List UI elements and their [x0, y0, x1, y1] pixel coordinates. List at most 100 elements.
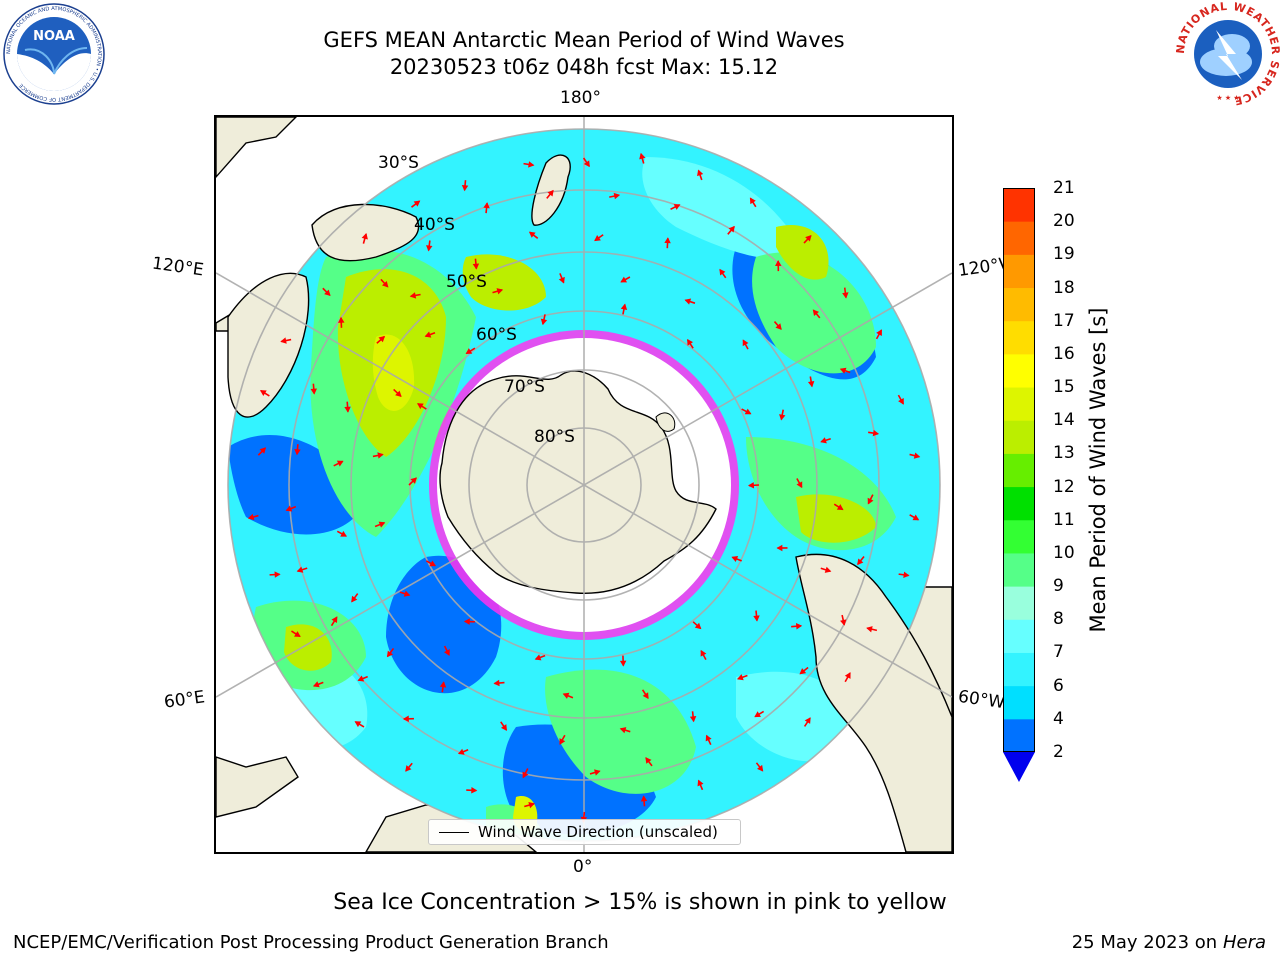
- wave-direction-arrowhead: [640, 795, 648, 802]
- wave-direction-arrowhead: [842, 292, 849, 299]
- lat-label-70s: 70°S: [504, 377, 545, 397]
- wave-direction-arrowhead: [812, 309, 820, 316]
- wave-direction-arrowhead: [775, 323, 782, 330]
- colorbar-tick-label: 6: [1053, 675, 1064, 696]
- wave-direction-arrowhead: [744, 408, 752, 415]
- colorbar-segment: [1003, 486, 1035, 521]
- colorbar-segment: [1003, 652, 1035, 687]
- wave-direction-arrowhead: [562, 692, 570, 699]
- colorbar-tick-label: 21: [1053, 178, 1075, 198]
- colorbar-title: Mean Period of Wind Waves [s]: [1086, 307, 1110, 633]
- wave-direction-arrowhead: [642, 692, 649, 700]
- colorbar-segment: [1003, 619, 1035, 653]
- colorbar-tick-label: 17: [1053, 310, 1075, 331]
- colorbar-tick-label: 13: [1053, 443, 1075, 464]
- wave-direction-arrowhead: [844, 672, 851, 679]
- wave-direction-arrowhead: [403, 590, 411, 597]
- wave-direction-arrowhead: [747, 482, 755, 489]
- colorbar-segment: [1003, 254, 1035, 289]
- wave-direction-arrowhead: [776, 544, 783, 552]
- colorbar-segment: [1003, 420, 1035, 454]
- lat-label-60s: 60°S: [476, 325, 517, 345]
- wave-direction-arrowhead: [795, 623, 803, 630]
- wave-direction-arrowhead: [274, 571, 281, 578]
- wave-direction-arrowhead: [866, 626, 873, 633]
- wave-direction-arrowhead: [336, 460, 344, 467]
- wave-direction-arrowhead: [583, 160, 590, 168]
- wave-direction-arrowhead: [465, 348, 473, 355]
- wave-direction-arrowhead: [259, 447, 267, 454]
- wave-direction-arrowhead: [805, 235, 812, 242]
- wave-direction-arrowhead: [416, 403, 424, 410]
- footer-credit: NCEP/EMC/Verification Post Processing Pr…: [13, 932, 609, 953]
- wave-direction-arrowhead: [354, 721, 362, 728]
- wave-direction-arrowhead: [500, 724, 508, 731]
- wave-direction-arrowhead: [463, 618, 470, 625]
- nws-logo: NATIONAL WEATHER SERVICE ★ ★ ★: [1176, 2, 1280, 106]
- colorbar-segment: [1003, 519, 1035, 554]
- wave-direction-arrowhead: [426, 245, 433, 252]
- wave-direction-arrowhead: [705, 734, 712, 742]
- wave-direction-arrowhead: [694, 622, 702, 630]
- wave-direction-arrowhead: [840, 619, 847, 626]
- wave-direction-arrowhead: [754, 711, 761, 718]
- wave-direction-arrowhead: [796, 481, 803, 489]
- sea-ice-note: Sea Ice Concentration > 15% is shown in …: [333, 890, 947, 915]
- colorbar-tick-label: 8: [1053, 609, 1064, 630]
- wave-direction-arrowhead: [613, 192, 621, 200]
- wave-direction-arrowhead: [429, 560, 437, 567]
- wave-direction-arrowhead: [280, 337, 287, 344]
- wave-direction-arrowhead: [839, 367, 847, 374]
- wave-direction-arrowhead: [310, 388, 318, 395]
- noaa-logo: NATIONAL OCEANIC AND ATMOSPHERIC ADMINIS…: [3, 3, 105, 105]
- wave-direction-arrowhead: [912, 514, 920, 521]
- colorbar-segment: [1003, 387, 1035, 421]
- lon-label-0: 0°: [573, 857, 593, 877]
- wave-direction-arrowhead: [558, 276, 565, 284]
- wave-direction-arrowhead: [913, 452, 921, 459]
- lon-label-120e: 120°E: [150, 253, 205, 281]
- wave-direction-arrowhead: [559, 738, 566, 745]
- colorbar-tick-label: 14: [1053, 410, 1075, 431]
- wave-direction-arrowhead: [547, 189, 554, 197]
- wave-direction-arrowhead: [493, 679, 500, 687]
- wave-direction-arrowhead: [620, 276, 628, 283]
- wave-direction-arrowhead: [757, 764, 764, 772]
- legend-line-swatch: [439, 832, 469, 833]
- wave-direction-arrowhead: [285, 505, 293, 512]
- lon-label-180: 180°: [560, 88, 601, 108]
- wave-direction-arrowhead: [639, 152, 646, 160]
- wave-direction-arrowhead: [540, 318, 548, 326]
- wave-direction-arrowhead: [472, 263, 480, 270]
- lon-label-60w: 60°W: [956, 686, 1007, 714]
- wave-direction-arrowhead: [402, 715, 409, 723]
- wave-direction-arrowhead: [619, 660, 627, 667]
- wave-direction-arrowhead: [247, 513, 255, 521]
- legend-label: Wind Wave Direction (unscaled): [478, 823, 718, 841]
- wave-direction-arrowhead: [296, 566, 304, 573]
- wave-direction-arrowhead: [719, 268, 726, 276]
- colorbar-tick-label: 2: [1053, 742, 1064, 762]
- wave-direction-arrowhead: [807, 380, 815, 388]
- colorbar-segment: [1003, 320, 1035, 355]
- colorbar-segment: [1003, 453, 1035, 488]
- footer-machine: Hera: [1222, 932, 1266, 953]
- footer-date: 25 May 2023 on Hera: [1071, 932, 1266, 953]
- wave-direction-arrowhead: [689, 716, 697, 723]
- colorbar-tick-label: 7: [1053, 642, 1064, 663]
- wave-direction-arrowhead: [413, 200, 421, 207]
- colorbar-tick-label: 9: [1053, 576, 1064, 597]
- wave-direction-arrowhead: [378, 521, 386, 528]
- wave-direction-arrowhead: [324, 289, 331, 297]
- wave-direction-arrowhead: [405, 765, 412, 772]
- wave-direction-arrowhead: [594, 235, 601, 242]
- wave-direction-arrowhead: [382, 280, 389, 288]
- wave-direction-arrowhead: [594, 769, 601, 776]
- wave-direction-arrowhead: [410, 477, 417, 484]
- map-subtitle: 20230523 t06z 048h fcst Max: 15.12: [389, 55, 779, 79]
- wave-direction-arrowhead: [351, 595, 358, 603]
- wave-direction-arrowhead: [697, 169, 704, 177]
- wave-direction-arrowhead: [424, 331, 432, 338]
- wave-direction-arrowhead: [534, 654, 542, 661]
- svg-text:NOAA: NOAA: [33, 29, 75, 44]
